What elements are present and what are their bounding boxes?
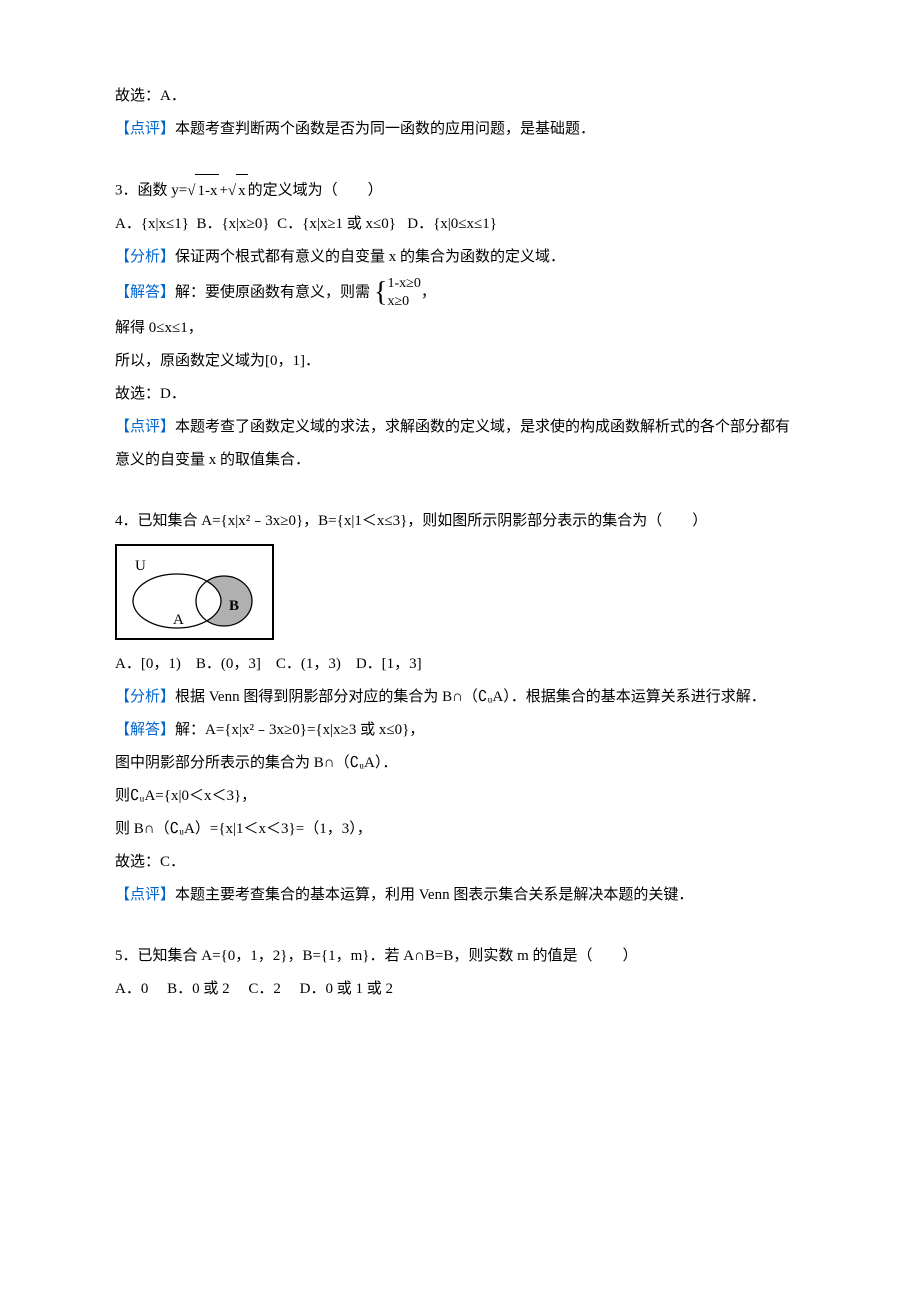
q4-conclusion: 故选：C．: [115, 846, 805, 879]
q4-solution: 【解答】解：A={x|x²﹣3x≥0}={x|x≥3 或 x≤0}，: [115, 714, 805, 747]
q4-analysis: 【分析】根据 Venn 图得到阴影部分对应的集合为 B∩（∁ᵤA）．根据集合的基…: [115, 681, 805, 714]
q5-option-d: D．0 或 1 或 2: [300, 981, 393, 997]
q3-analysis: 【分析】保证两个根式都有意义的自变量 x 的集合为函数的定义域．: [115, 241, 805, 274]
q4-analysis-text: 根据 Venn 图得到阴影部分对应的集合为 B∩（∁ᵤA）．根据集合的基本运算关…: [175, 689, 766, 705]
q4-step1: 图中阴影部分所表示的集合为 B∩（∁ᵤA）．: [115, 747, 805, 780]
q3-stem-suffix: 的定义域为（ ）: [248, 182, 383, 198]
q3-solution-line: 【解答】解：要使原函数有意义，则需{1-x≥0x≥0，: [115, 274, 805, 312]
q3-conclusion: 故选：D．: [115, 378, 805, 411]
plus-sign: +: [219, 182, 227, 198]
q4-step2: 则∁ᵤA={x|0＜x＜3}，: [115, 780, 805, 813]
q4-comment-text: 本题主要考查集合的基本运算，利用 Venn 图表示集合关系是解决本题的关键．: [175, 887, 693, 903]
q3-option-d: D．{x|0≤x≤1}: [407, 216, 497, 232]
q5-option-a: A．0: [115, 981, 148, 997]
q3-solution-suffix: ，: [421, 284, 436, 300]
q3-analysis-text: 保证两个根式都有意义的自变量 x 的集合为函数的定义域．: [175, 249, 565, 265]
q3-step2: 所以，原函数定义域为[0，1]．: [115, 345, 805, 378]
q2-comment-text: 本题考查判断两个函数是否为同一函数的应用问题，是基础题．: [175, 121, 595, 137]
q3-option-c: C．{x|x≥1 或 x≤0}: [277, 216, 396, 232]
left-brace-icon: {: [374, 274, 387, 312]
sqrt-1: √1-x: [187, 174, 219, 208]
document-page: 故选：A． 【点评】本题考查判断两个函数是否为同一函数的应用问题，是基础题． 3…: [0, 0, 920, 1066]
solution-label: 【解答】: [115, 284, 175, 300]
brace-row-2: x≥0: [387, 293, 420, 311]
analysis-label: 【分析】: [115, 249, 175, 265]
q3-comment: 【点评】本题考查了函数定义域的求法，求解函数的定义域，是求使的构成函数解析式的各…: [115, 411, 805, 477]
q4-option-b: B．(0，3]: [196, 656, 261, 672]
q4-stem: 4．已知集合 A={x|x²﹣3x≥0}，B={x|1＜x≤3}，则如图所示阴影…: [115, 505, 805, 538]
q4-comment: 【点评】本题主要考查集合的基本运算，利用 Venn 图表示集合关系是解决本题的关…: [115, 879, 805, 912]
q3-stem: 3．函数 y=√1-x+√x的定义域为（ ）: [115, 174, 805, 208]
comment-label: 【点评】: [115, 887, 175, 903]
analysis-label: 【分析】: [115, 689, 175, 705]
comment-label: 【点评】: [115, 121, 175, 137]
q3-solution-prefix: 解：要使原函数有意义，则需: [175, 284, 370, 300]
q3-option-a: A．{x|x≤1}: [115, 216, 189, 232]
q2-conclusion: 故选：A．: [115, 80, 805, 113]
q5-options: A．0 B．0 或 2 C．2 D．0 或 1 或 2: [115, 973, 805, 1006]
q3-stem-prefix: 3．函数 y=: [115, 182, 187, 198]
q4-option-c: C．(1，3): [276, 656, 341, 672]
sqrt-2: √x: [228, 174, 248, 208]
comment-label: 【点评】: [115, 419, 175, 435]
q3-comment-text: 本题考查了函数定义域的求法，求解函数的定义域，是求使的构成函数解析式的各个部分都…: [115, 419, 790, 468]
brace-row-1: 1-x≥0: [387, 275, 420, 293]
venn-label-b: B: [229, 590, 239, 623]
q4-options: A．[0，1) B．(0，3] C．(1，3) D．[1，3]: [115, 648, 805, 681]
solution-label: 【解答】: [115, 722, 175, 738]
q4-step3: 则 B∩（∁ᵤA）={x|1＜x＜3}=（1，3），: [115, 813, 805, 846]
q5-option-c: C．2: [248, 981, 281, 997]
q3-option-b: B．{x|x≥0}: [196, 216, 269, 232]
q3-options: A．{x|x≤1} B．{x|x≥0} C．{x|x≥1 或 x≤0} D．{x…: [115, 208, 805, 241]
q5-option-b: B．0 或 2: [167, 981, 230, 997]
q4-solution-text: 解：A={x|x²﹣3x≥0}={x|x≥3 或 x≤0}，: [175, 722, 424, 738]
q2-comment: 【点评】本题考查判断两个函数是否为同一函数的应用问题，是基础题．: [115, 113, 805, 146]
venn-diagram: U A B: [115, 544, 274, 640]
venn-svg-icon: [117, 546, 272, 638]
venn-label-a: A: [173, 604, 184, 637]
q4-option-d: D．[1，3]: [356, 656, 422, 672]
q5-stem: 5．已知集合 A={0，1，2}，B={1，m}．若 A∩B=B，则实数 m 的…: [115, 940, 805, 973]
brace-group: {1-x≥0x≥0: [374, 274, 421, 312]
q3-step1: 解得 0≤x≤1，: [115, 312, 805, 345]
q4-option-a: A．[0，1): [115, 656, 181, 672]
